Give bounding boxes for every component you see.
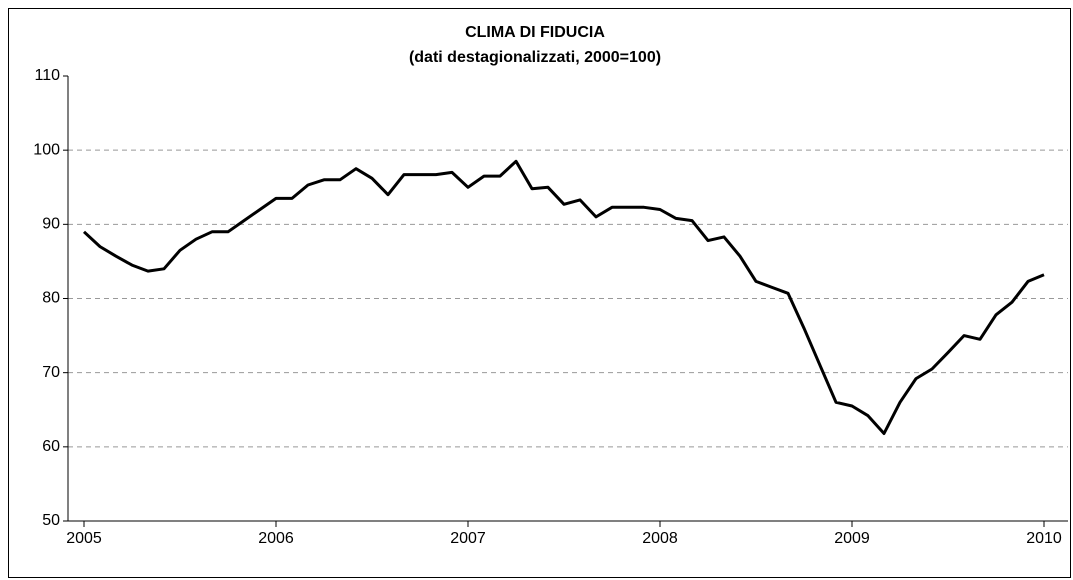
y-tick-label: 90 xyxy=(42,216,60,233)
line-series xyxy=(82,159,1045,435)
x-tick-label: 2007 xyxy=(450,530,486,547)
x-tick-label: 2006 xyxy=(258,530,294,547)
y-tick-label: 70 xyxy=(42,364,60,381)
x-tick-label: 2008 xyxy=(642,530,678,547)
y-tick-label: 100 xyxy=(33,141,60,158)
chart-subtitle: (dati destagionalizzati, 2000=100) xyxy=(409,49,661,66)
chart-title: CLIMA DI FIDUCIA xyxy=(465,24,605,41)
y-tick-label: 50 xyxy=(42,512,60,529)
x-tick-label: 2009 xyxy=(834,530,870,547)
chart-frame xyxy=(8,8,1071,578)
x-tick-label: 2005 xyxy=(66,530,102,547)
y-tick-label: 60 xyxy=(42,438,60,455)
x-tick-label: 2010 xyxy=(1026,530,1062,547)
y-tick-label: 80 xyxy=(42,290,60,307)
y-tick-label: 110 xyxy=(34,67,60,84)
